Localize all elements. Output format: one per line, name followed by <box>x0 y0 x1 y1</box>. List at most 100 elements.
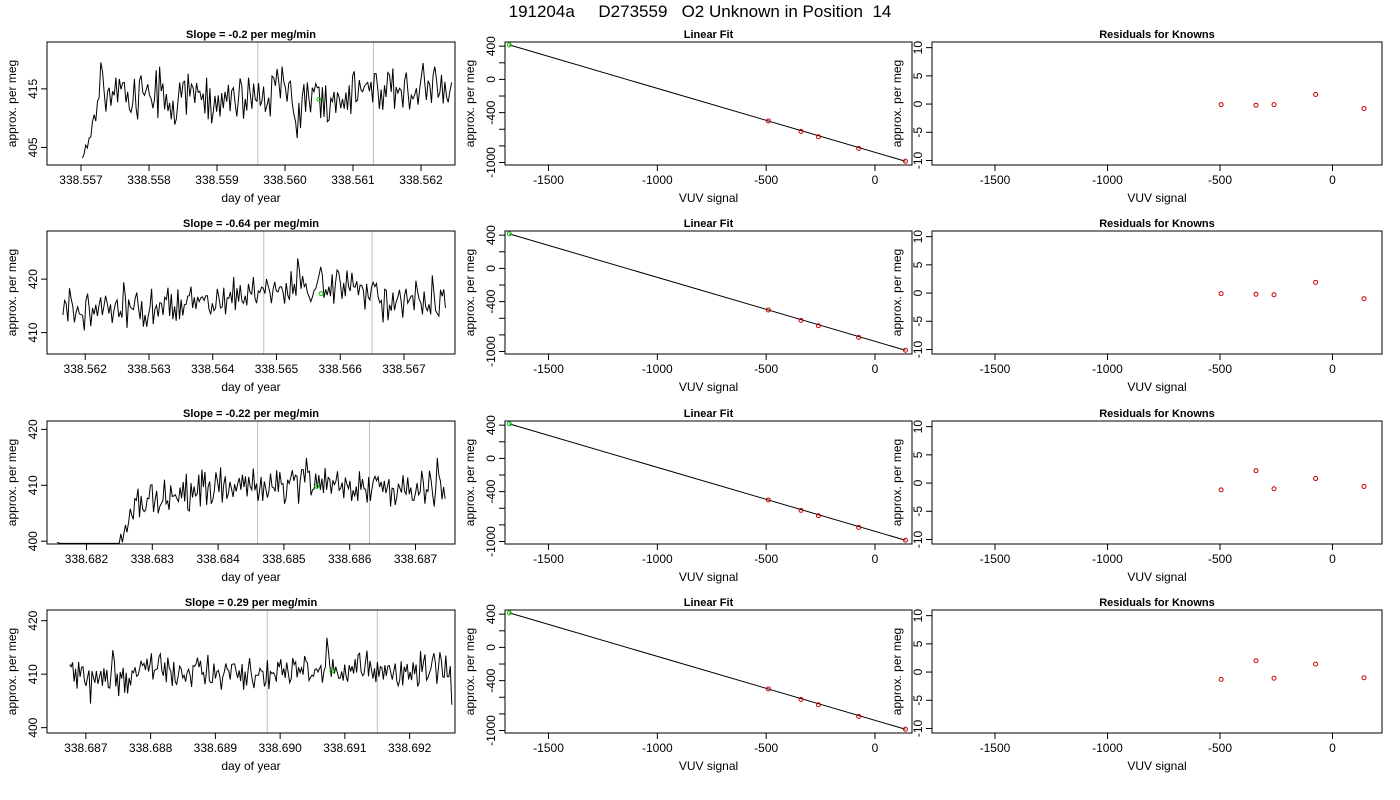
y-tick-label: 10 <box>911 420 925 434</box>
x-tick-label: 338.690 <box>258 741 302 755</box>
known-point <box>765 497 771 503</box>
y-axis-label: approx. per meg <box>463 60 477 147</box>
panel-r3-c1: Linear Fit -1500 -1000 -500 0 VUV signal -1000… <box>463 597 913 773</box>
known-point <box>902 347 908 353</box>
y-tick-label: 0 <box>911 668 925 675</box>
panel-r0-c1: Linear Fit -1500 -1000 -500 0 VUV signal -1000… <box>463 29 913 205</box>
residual-point <box>1313 476 1319 482</box>
x-axis-label: day of year <box>221 759 280 773</box>
y-axis-label: approx. per meg <box>890 60 904 147</box>
y-tick-label: 400 <box>484 225 498 245</box>
panel-title: Linear Fit <box>684 29 734 41</box>
known-point <box>798 128 804 134</box>
known-point <box>815 513 821 519</box>
x-tick-label: 338.563 <box>127 362 171 376</box>
x-tick-label: -1000 <box>642 741 673 755</box>
x-axis-label: VUV signal <box>679 570 738 584</box>
panel-r3-c2: Residuals for Knowns -1500 -1000 -500 0 VUV s… <box>890 597 1383 773</box>
panel-r2-c1: Linear Fit -1500 -1000 -500 0 VUV signal -1000… <box>463 408 913 584</box>
y-tick-label: -1000 <box>484 715 498 746</box>
x-axis-label: VUV signal <box>1127 380 1186 394</box>
plot-frame <box>931 230 1383 355</box>
time-series-line <box>81 62 453 159</box>
y-tick-label: -400 <box>484 100 498 124</box>
y-tick-label: -5 <box>911 695 925 706</box>
plot-area <box>1218 279 1367 302</box>
x-tick-label: 0 <box>1329 552 1336 566</box>
fit-line <box>509 233 906 351</box>
unknown-mean-point <box>316 96 322 102</box>
y-tick-label: -5 <box>911 506 925 517</box>
x-tick-label: -1000 <box>642 552 673 566</box>
y-tick-label: -400 <box>484 289 498 313</box>
x-tick-label: 338.689 <box>194 741 238 755</box>
panel-r0-c0: Slope = -0.2 per meg/min 338.557 338.558 33… <box>5 29 456 205</box>
x-tick-label: -1500 <box>980 173 1011 187</box>
x-axis-label: VUV signal <box>1127 570 1186 584</box>
plot-area <box>506 42 908 164</box>
x-axis-label: day of year <box>221 191 280 205</box>
x-tick-label: 338.557 <box>59 173 103 187</box>
x-tick-label: 0 <box>1329 173 1336 187</box>
residual-point <box>1313 661 1319 667</box>
y-axis-label: approx. per meg <box>463 628 477 715</box>
residual-point <box>1253 468 1259 474</box>
figure-title: 191204a D273559 O2 Unknown in Position 1… <box>508 2 892 21</box>
y-axis-label: approx. per meg <box>5 439 19 526</box>
plot-frame <box>504 609 913 734</box>
plot-frame <box>46 230 456 355</box>
x-tick-label: -500 <box>1208 552 1232 566</box>
plot-area <box>1218 91 1367 112</box>
known-point <box>765 307 771 313</box>
panel-title: Slope = 0.29 per meg/min <box>185 597 318 609</box>
panel-title: Residuals for Knowns <box>1099 408 1215 420</box>
y-tick-label: -1000 <box>484 526 498 557</box>
panel-r1-c1: Linear Fit -1500 -1000 -500 0 VUV signal -1000… <box>463 218 913 394</box>
known-point <box>798 507 804 513</box>
known-point <box>798 696 804 702</box>
x-tick-label: 0 <box>1329 741 1336 755</box>
y-tick-label: 0 <box>911 479 925 486</box>
y-axis-label: approx. per meg <box>890 249 904 336</box>
unknown-point <box>506 231 512 237</box>
x-tick-label: 338.688 <box>129 741 173 755</box>
plot-area <box>1218 468 1367 493</box>
y-tick-label: 420 <box>26 269 40 289</box>
x-tick-label: -500 <box>754 741 778 755</box>
residual-point <box>1253 291 1259 297</box>
x-tick-label: -1500 <box>980 362 1011 376</box>
x-tick-label: 338.684 <box>196 552 240 566</box>
x-tick-label: -1000 <box>642 362 673 376</box>
x-tick-label: 338.558 <box>127 173 171 187</box>
y-tick-label: -1000 <box>484 336 498 367</box>
time-series-line <box>62 258 446 331</box>
y-tick-label: -400 <box>484 668 498 692</box>
y-tick-label: 0 <box>484 455 498 462</box>
x-tick-label: -500 <box>1208 741 1232 755</box>
y-tick-label: 0 <box>484 265 498 272</box>
residual-point <box>1313 279 1319 285</box>
y-axis-label: approx. per meg <box>463 249 477 336</box>
time-series-line <box>56 457 446 544</box>
plot-frame <box>46 609 456 734</box>
x-tick-label: -1500 <box>980 741 1011 755</box>
x-tick-label: 338.683 <box>131 552 175 566</box>
x-tick-label: -500 <box>754 552 778 566</box>
plot-area <box>69 610 453 733</box>
residual-point <box>1253 102 1259 108</box>
panel-title: Slope = -0.64 per meg/min <box>183 218 319 230</box>
residual-point <box>1218 291 1224 297</box>
residual-point <box>1218 676 1224 682</box>
x-tick-label: -1500 <box>533 362 564 376</box>
known-point <box>856 713 862 719</box>
plot-frame <box>504 230 913 355</box>
y-tick-label: 400 <box>484 36 498 56</box>
y-tick-label: 400 <box>484 604 498 624</box>
known-point <box>765 118 771 124</box>
fit-line <box>509 44 906 162</box>
x-axis-label: day of year <box>221 380 280 394</box>
y-tick-label: 400 <box>484 415 498 435</box>
plot-frame <box>504 420 913 545</box>
known-point <box>815 702 821 708</box>
unknown-point <box>506 421 512 427</box>
